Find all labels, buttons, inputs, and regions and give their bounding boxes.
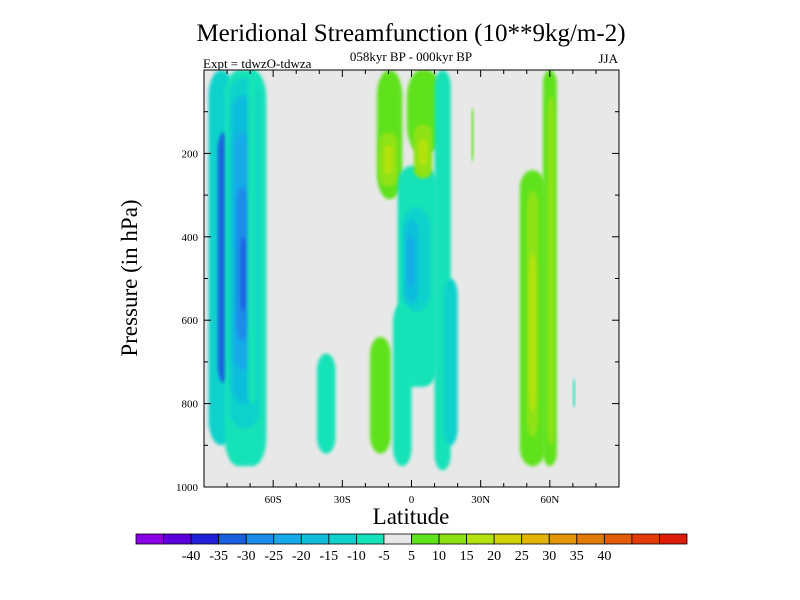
- colorbar-box: [631, 533, 660, 545]
- contour-region-23: [443, 278, 458, 446]
- contour-region-10: [370, 336, 391, 454]
- colorbar-box: [355, 533, 385, 545]
- contour-region-17: [406, 236, 414, 287]
- colorbar: -40 -35 -30 -25 -20 -15 -10 -5 5 10 15 20 25 30 35 40: [135, 533, 688, 564]
- colorbar-box: [135, 533, 164, 545]
- contour-region-13: [383, 145, 394, 175]
- contour-region-8: [247, 70, 258, 404]
- colorbar-box: [411, 533, 440, 545]
- colorbar-label: 15: [460, 549, 474, 564]
- colorbar-box: [190, 533, 220, 545]
- colorbar-label: -25: [264, 549, 283, 564]
- x-tick-label: 60S: [265, 494, 282, 506]
- y-tick-label: 800: [182, 399, 199, 411]
- colorbar-label: -30: [237, 549, 256, 564]
- experiment-note: Expt = tdwzO-tdwza: [203, 56, 312, 71]
- contour-region-29: [547, 95, 555, 446]
- x-tick-label: 60N: [540, 494, 559, 506]
- contour-region-27: [529, 253, 536, 412]
- contour-region-30: [572, 378, 576, 408]
- colorbar-label: 20: [487, 549, 501, 564]
- colorbar-label: 30: [542, 549, 556, 564]
- colorbar-label: -5: [378, 549, 390, 564]
- chart-subtitle: 058kyr BP - 000kyr BP: [350, 49, 472, 64]
- colorbar-box: [163, 533, 192, 545]
- x-tick-label: 0: [409, 494, 415, 506]
- colorbar-label: -15: [320, 549, 339, 564]
- colorbar-box: [273, 533, 302, 545]
- x-axis-ticks: 60S 30S 0 30N 60N: [226, 70, 597, 506]
- colorbar-box: [438, 533, 467, 545]
- chart-title: Meridional Streamfunction (10**9kg/m-2): [196, 20, 625, 47]
- x-tick-label: 30N: [471, 494, 490, 506]
- colorbar-label: 10: [432, 549, 446, 564]
- contour-region-7: [240, 236, 246, 312]
- colorbar-box: [218, 533, 247, 545]
- colorbar-box: [245, 533, 275, 545]
- colorbar-box: [383, 533, 412, 545]
- y-axis-ticks: 200 400 600 800 1000: [176, 111, 619, 494]
- colorbar-box: [466, 533, 495, 545]
- y-axis-label: Pressure (in hPa): [117, 199, 142, 356]
- colorbar-box: [300, 533, 330, 545]
- colorbar-label: -20: [292, 549, 311, 564]
- contour-region-18: [393, 303, 412, 467]
- plot-area: 60S 30S 0 30N 60N 200 400 600 800 1000: [176, 69, 620, 506]
- colorbar-label: -40: [182, 549, 201, 564]
- colorbar-box: [576, 533, 605, 545]
- contour-region-21: [418, 138, 428, 166]
- colorbar-label: 5: [408, 549, 415, 564]
- colorbar-label: -10: [347, 549, 366, 564]
- y-tick-label: 600: [182, 315, 199, 327]
- colorbar-box: [328, 533, 357, 545]
- colorbar-box: [521, 533, 550, 545]
- y-tick-label: 400: [182, 232, 199, 244]
- contour-region-9: [316, 353, 336, 454]
- colorbar-label: 35: [570, 549, 584, 564]
- colorbar-label: -35: [209, 549, 228, 564]
- colorbar-label: 25: [515, 549, 529, 564]
- season-note: JJA: [598, 51, 618, 66]
- x-tick-label: 30S: [334, 494, 351, 506]
- colorbar-box: [659, 533, 688, 545]
- colorbar-label: 40: [597, 549, 611, 564]
- y-tick-label: 1000: [176, 482, 199, 494]
- colorbar-box: [548, 533, 578, 545]
- colorbar-box: [493, 533, 523, 545]
- x-axis-label: Latitude: [373, 504, 450, 529]
- colorbar-box: [603, 533, 633, 545]
- contour-region-24: [471, 107, 474, 162]
- contour-fills: [208, 70, 576, 471]
- y-tick-label: 200: [182, 148, 199, 160]
